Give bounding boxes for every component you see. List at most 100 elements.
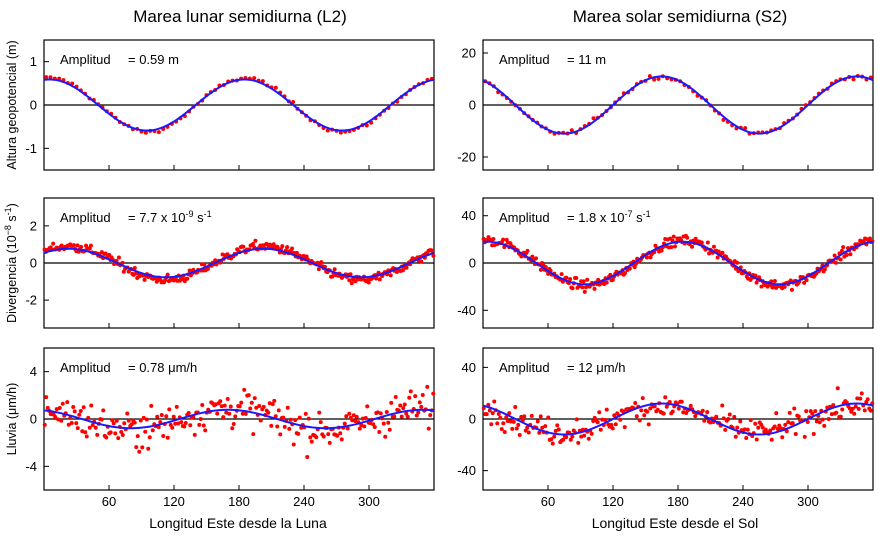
observation-point: [240, 411, 245, 416]
observation-point: [186, 410, 191, 415]
observation-point: [622, 425, 627, 430]
observation-point: [116, 255, 121, 260]
observation-point: [366, 280, 371, 285]
observation-point: [559, 272, 564, 277]
observation-point: [648, 406, 653, 411]
observation-point: [720, 250, 725, 255]
observation-point: [132, 420, 137, 425]
observation-point: [282, 424, 287, 429]
observation-point: [711, 244, 716, 249]
observation-point: [787, 410, 792, 415]
observation-point: [297, 415, 302, 420]
observation-point: [132, 266, 137, 270]
observation-point: [693, 414, 698, 419]
observation-point: [293, 418, 298, 423]
observation-point: [656, 76, 661, 81]
observation-point: [425, 384, 430, 389]
observation-point: [670, 409, 675, 414]
observation-point: [610, 277, 615, 282]
y-tick-label: 40: [462, 208, 476, 223]
observation-point: [171, 414, 176, 419]
observation-point: [288, 417, 293, 422]
fit-line: [43, 78, 435, 132]
y-tick-label: -1: [25, 141, 37, 156]
observation-point: [715, 255, 720, 260]
observation-point: [664, 404, 669, 409]
observation-point: [134, 445, 139, 450]
observation-point: [252, 76, 257, 81]
observation-point: [430, 248, 435, 253]
observation-point: [182, 424, 187, 429]
x-tick-label: 180: [667, 494, 689, 509]
observation-point: [325, 128, 330, 133]
observation-point: [173, 421, 178, 426]
observation-point: [230, 426, 235, 431]
observation-point: [71, 243, 76, 248]
observation-point: [170, 425, 175, 430]
observation-point: [653, 243, 658, 248]
observation-point: [42, 422, 47, 427]
observation-point: [87, 425, 92, 430]
observation-point: [164, 414, 169, 419]
observation-point: [516, 422, 521, 427]
observation-point: [760, 425, 765, 430]
panel-l2-divergence: -2 0 2 Amplitud = 7.7 x 10-9 s-1: [25, 197, 436, 329]
observation-point: [388, 273, 393, 278]
observation-point: [756, 425, 761, 430]
observation-point: [51, 241, 56, 246]
observation-point: [126, 418, 131, 423]
amplitude-value: = 0.78 μm/h: [128, 360, 197, 375]
observation-point: [775, 427, 780, 432]
observation-point: [375, 410, 380, 415]
fit-line: [482, 75, 874, 135]
observation-point: [540, 425, 545, 430]
observation-point: [413, 394, 418, 399]
observation-point: [705, 410, 710, 415]
observation-point: [314, 435, 319, 440]
observation-point: [48, 75, 53, 80]
observation-point: [495, 421, 500, 426]
observation-point: [103, 251, 108, 256]
observation-point: [144, 417, 149, 422]
observation-point: [377, 429, 382, 434]
observation-point: [77, 412, 82, 417]
observation-point: [510, 426, 515, 431]
right-column-title: Marea solar semidiurna (S2): [573, 7, 787, 26]
observation-point: [564, 435, 569, 440]
observation-point: [291, 442, 296, 447]
observation-point: [721, 117, 726, 122]
observation-point: [377, 277, 382, 282]
amplitude-label: Amplitud: [499, 210, 550, 225]
observation-point: [489, 422, 494, 427]
amplitude-value: = 1.8 x 10-7 s-1: [567, 209, 651, 225]
observation-point: [792, 406, 797, 411]
observation-point: [304, 254, 309, 259]
y-tick-label: -2: [25, 293, 37, 308]
observation-point: [386, 420, 391, 425]
observation-point: [146, 446, 151, 451]
observation-point: [535, 419, 540, 424]
observation-point: [90, 422, 95, 427]
observation-point: [733, 434, 738, 439]
observation-point: [278, 432, 283, 437]
observation-point: [113, 431, 118, 436]
x-tick-label: 60: [541, 494, 555, 509]
observation-point: [338, 130, 343, 135]
observation-point: [820, 417, 825, 422]
observation-point: [672, 244, 677, 249]
observation-point: [549, 437, 554, 442]
observation-point: [44, 75, 49, 80]
observation-point: [319, 260, 324, 265]
observation-point: [303, 411, 308, 416]
observation-point: [120, 260, 125, 265]
observation-point: [89, 403, 94, 408]
fit-line: [43, 247, 435, 279]
observation-point: [140, 445, 145, 450]
observation-point: [246, 393, 251, 398]
observation-point: [726, 417, 731, 422]
observation-point: [192, 432, 197, 437]
observation-point: [60, 401, 65, 406]
observation-point: [342, 421, 347, 426]
observation-point: [855, 396, 860, 401]
